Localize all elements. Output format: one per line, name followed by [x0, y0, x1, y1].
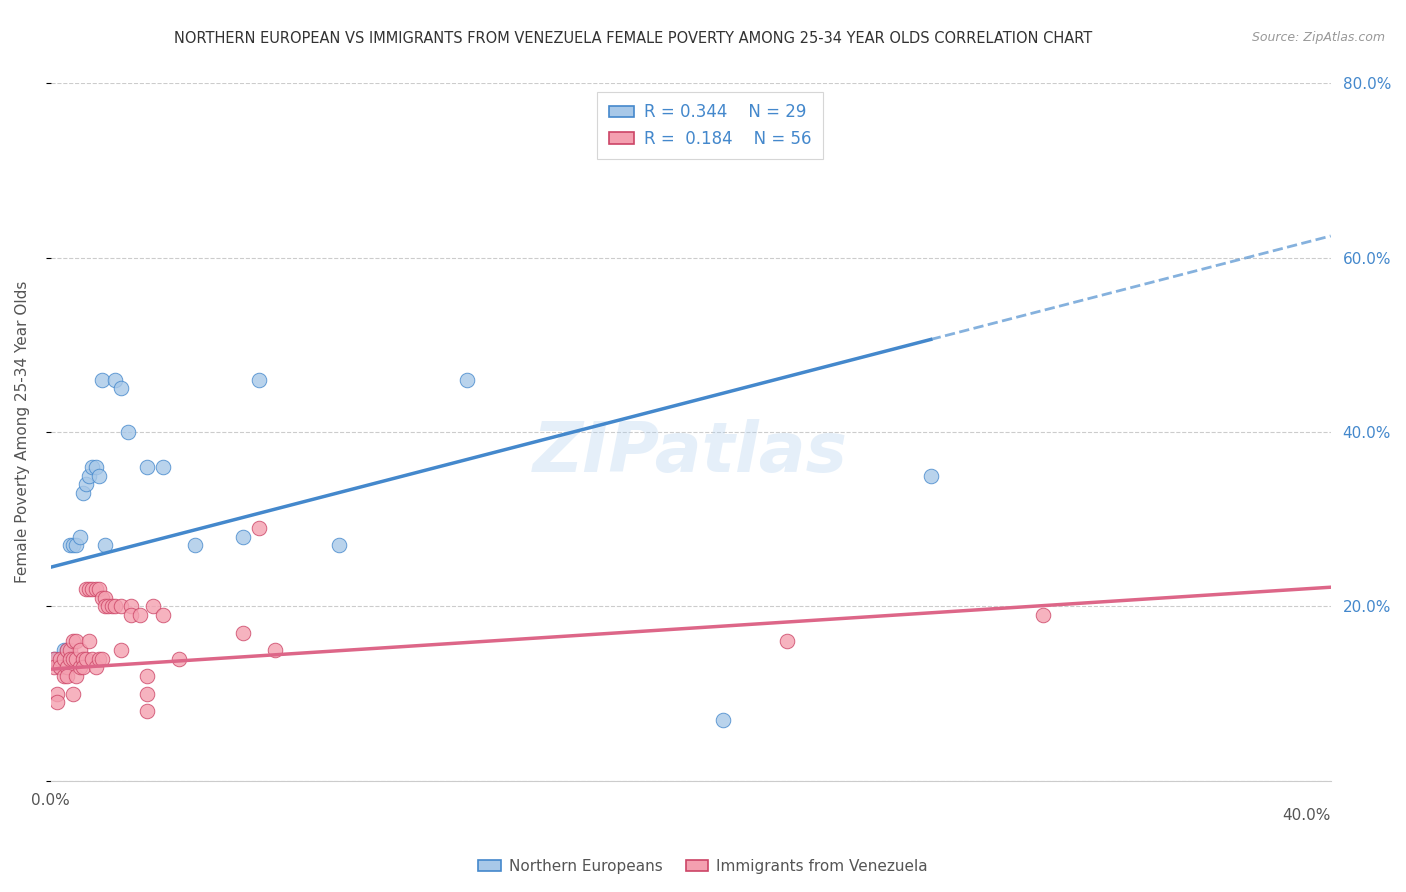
Point [77, 634, 100, 648]
Point [100, 599, 122, 614]
Point [110, 643, 132, 657]
Point [776, 634, 799, 648]
Point [87, 582, 110, 596]
Point [75, 582, 97, 596]
Text: 40.0%: 40.0% [1282, 808, 1330, 823]
Point [152, 459, 174, 474]
Point [65, 669, 87, 683]
Point [52, 651, 75, 665]
Point [62, 651, 84, 665]
Point [56, 643, 79, 657]
Text: ZIPatlas: ZIPatlas [533, 419, 848, 486]
Point [72, 486, 94, 500]
Point [65, 538, 87, 552]
Point [84, 582, 107, 596]
Point [91, 373, 114, 387]
Point [87, 651, 110, 665]
Point [42, 660, 65, 674]
Point [328, 538, 350, 552]
Point [46, 651, 69, 665]
Point [104, 599, 127, 614]
Point [87, 468, 110, 483]
Point [920, 468, 942, 483]
Point [62, 687, 84, 701]
Point [42, 651, 65, 665]
Point [94, 538, 117, 552]
Point [56, 660, 79, 674]
Y-axis label: Female Poverty Among 25-34 Year Olds: Female Poverty Among 25-34 Year Olds [15, 281, 30, 583]
Point [94, 599, 117, 614]
Point [1032, 608, 1054, 623]
Text: NORTHERN EUROPEAN VS IMMIGRANTS FROM VENEZUELA FEMALE POVERTY AMONG 25-34 YEAR O: NORTHERN EUROPEAN VS IMMIGRANTS FROM VEN… [173, 31, 1092, 46]
Point [84, 660, 107, 674]
Point [56, 643, 79, 657]
Point [711, 713, 734, 727]
Point [94, 591, 117, 605]
Point [65, 634, 87, 648]
Point [82, 459, 104, 474]
Point [167, 651, 190, 665]
Point [129, 608, 152, 623]
Point [97, 599, 120, 614]
Point [82, 582, 104, 596]
Point [46, 687, 69, 701]
Point [59, 651, 82, 665]
Point [59, 538, 82, 552]
Point [49, 651, 72, 665]
Point [110, 599, 132, 614]
Point [247, 373, 270, 387]
Point [232, 530, 254, 544]
Point [232, 625, 254, 640]
Point [104, 373, 127, 387]
Point [75, 651, 97, 665]
Point [77, 468, 100, 483]
Point [135, 704, 157, 718]
Legend: R = 0.344    N = 29, R =  0.184    N = 56: R = 0.344 N = 29, R = 0.184 N = 56 [598, 92, 823, 160]
Point [72, 660, 94, 674]
Point [59, 643, 82, 657]
Point [184, 538, 207, 552]
Point [69, 643, 91, 657]
Legend: Northern Europeans, Immigrants from Venezuela: Northern Europeans, Immigrants from Vene… [472, 853, 934, 880]
Point [75, 477, 97, 491]
Point [62, 538, 84, 552]
Point [135, 459, 157, 474]
Point [152, 608, 174, 623]
Point [69, 530, 91, 544]
Point [49, 660, 72, 674]
Point [49, 660, 72, 674]
Point [110, 382, 132, 396]
Point [52, 669, 75, 683]
Point [69, 660, 91, 674]
Point [142, 599, 165, 614]
Point [84, 459, 107, 474]
Point [120, 599, 142, 614]
Point [120, 608, 142, 623]
Point [135, 669, 157, 683]
Point [52, 643, 75, 657]
Text: Source: ZipAtlas.com: Source: ZipAtlas.com [1251, 31, 1385, 45]
Point [91, 591, 114, 605]
Point [42, 651, 65, 665]
Point [117, 425, 139, 439]
Point [247, 521, 270, 535]
Point [456, 373, 478, 387]
Point [72, 651, 94, 665]
Point [56, 669, 79, 683]
Point [263, 643, 285, 657]
Point [91, 651, 114, 665]
Point [65, 651, 87, 665]
Point [62, 634, 84, 648]
Point [77, 582, 100, 596]
Point [135, 687, 157, 701]
Point [82, 651, 104, 665]
Point [46, 695, 69, 709]
